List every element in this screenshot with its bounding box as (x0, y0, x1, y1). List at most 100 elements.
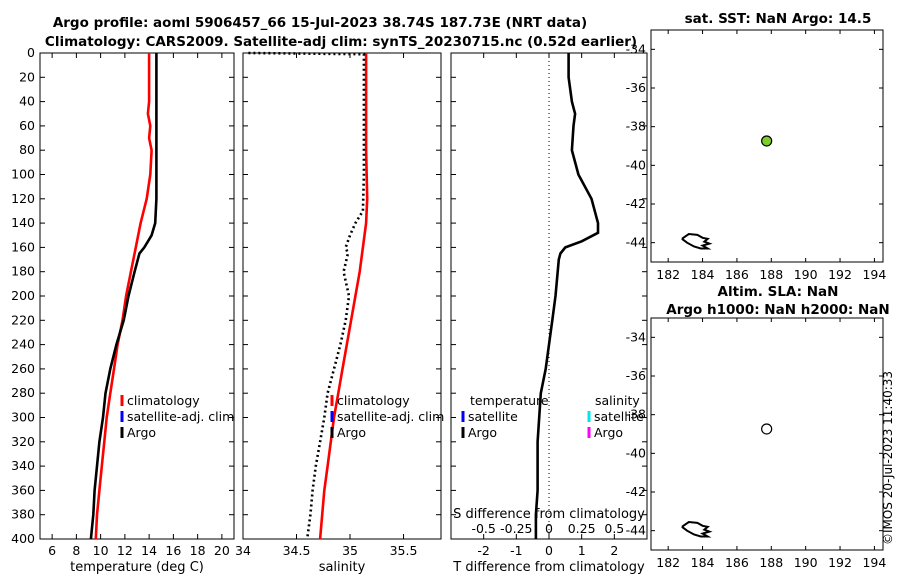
axes-frame (39, 52, 235, 540)
y-tick-label: -42 (626, 196, 646, 211)
y-tick-label: 60 (19, 118, 35, 133)
y-tick-label: -38 (626, 407, 646, 422)
x-tick-label: 34 (235, 543, 251, 558)
x-tick-label: 1 (578, 543, 586, 558)
x-tick-label: 194 (862, 267, 886, 282)
y-tick-label: 240 (11, 337, 35, 352)
x-axis-label: temperature (deg C) (70, 560, 204, 575)
axes-frame (242, 52, 442, 540)
x-tick-label: 12 (117, 543, 133, 558)
legend-label-temp-argo: Argo (468, 425, 497, 440)
x-tick-label: 2 (610, 543, 618, 558)
x-tick-label: -2 (477, 543, 489, 558)
y-tick-label: -34 (626, 329, 646, 344)
legend-title-temperature: temperature (470, 393, 549, 408)
y-tick-label: 220 (11, 312, 35, 327)
x-tick-label: 6 (48, 543, 56, 558)
legend-label-argo: Argo (337, 425, 366, 440)
y-tick-label: 80 (19, 142, 35, 157)
y-tick-label: 180 (11, 264, 35, 279)
y-tick-label: 260 (11, 361, 35, 376)
legend-label-climatology: climatology (337, 393, 410, 408)
sla-map-panel: Altim. SLA: NaN Argo h1000: NaN h2000: Na… (626, 284, 890, 570)
x-axis-label: T difference from climatology (452, 560, 645, 575)
legend-label-satellite-adj: satellite-adj. clim (337, 409, 444, 424)
sla-map-title-line1: Altim. SLA: NaN (718, 284, 839, 300)
y-tick-label: -44 (626, 523, 646, 538)
s-tick-label: -0.25 (500, 521, 532, 536)
sla-map-title-line2: Argo h1000: NaN h2000: NaN (666, 302, 889, 318)
figure-title-line2: Climatology: CARS2009. Satellite-adj cli… (45, 34, 637, 50)
y-tick-label: 160 (11, 239, 35, 254)
argo-t-difference-line (534, 53, 600, 539)
s-axis-label: S difference from climatology (453, 507, 645, 522)
y-tick-label: 20 (19, 69, 35, 84)
coastline-chatham-islands (681, 232, 713, 250)
y-tick-label: 100 (11, 167, 35, 182)
x-tick-label: 10 (93, 543, 109, 558)
y-tick-label: -42 (626, 484, 646, 499)
y-tick-label: 120 (11, 191, 35, 206)
y-tick-label: 340 (11, 458, 35, 473)
legend-label-climatology: climatology (127, 393, 200, 408)
x-tick-label: 186 (725, 267, 749, 282)
y-tick-label: 280 (11, 385, 35, 400)
y-tick-label: 140 (11, 215, 35, 230)
x-tick-label: 190 (794, 267, 818, 282)
y-tick-label: -36 (626, 368, 646, 383)
x-tick-label: 184 (691, 555, 715, 570)
timestamp-stamp: ©IMOS 20-Jul-2023 11:40:33 (881, 371, 895, 545)
s-tick-label: 0 (545, 521, 553, 536)
s-tick-label: -0.5 (471, 521, 495, 536)
y-tick-label: 0 (27, 45, 35, 60)
argo-float-marker (761, 135, 773, 147)
x-tick-label: 194 (862, 555, 886, 570)
argo-line (248, 51, 366, 540)
y-tick-label: 200 (11, 288, 35, 303)
argo-float-marker (761, 423, 773, 435)
y-tick-label: -38 (626, 119, 646, 134)
x-axis-label: salinity (319, 560, 366, 575)
temperature-panel: 6 8 10 12 14 16 18 2002040608010012014016018020… (11, 45, 235, 575)
legend-label-temp-satellite: satellite (468, 409, 518, 424)
x-tick-label: 184 (691, 267, 715, 282)
x-tick-label: 192 (828, 267, 852, 282)
coastline-chatham-islands (681, 520, 713, 538)
climatology-line (94, 53, 153, 540)
legend-title-salinity: salinity (595, 393, 640, 408)
y-tick-label: 40 (19, 94, 35, 109)
y-tick-label: 380 (11, 507, 35, 522)
legend-label-argo: Argo (127, 425, 156, 440)
x-tick-label: 8 (72, 543, 80, 558)
y-tick-label: 320 (11, 434, 35, 449)
x-tick-label: 20 (214, 543, 230, 558)
figure-title-line1: Argo profile: aoml 5906457_66 15-Jul-202… (53, 15, 587, 31)
sst-map-panel: sat. SST: NaN Argo: 14.5 -34 -36 -38 -40 -42 -… (626, 11, 887, 282)
s-tick-label: 0.25 (568, 521, 596, 536)
x-tick-label: 182 (656, 267, 680, 282)
y-tick-label: -34 (626, 41, 646, 56)
legend-label-sal-argo: Argo (594, 425, 623, 440)
x-tick-label: 190 (794, 555, 818, 570)
legend-label-sal-satellite: satellite (594, 409, 644, 424)
y-tick-label: -36 (626, 80, 646, 95)
x-tick-label: 192 (828, 555, 852, 570)
legend-label-satellite-adj: satellite-adj. clim (127, 409, 234, 424)
x-tick-label: 34.5 (283, 543, 311, 558)
salinity-panel: 34 34.5 35 35.5 salinity climatologysatellite… (235, 51, 444, 575)
difference-panel: -2 -1 0 1 2 T difference from climatology S di… (450, 52, 648, 575)
s-tick-label: 0.5 (604, 521, 624, 536)
x-tick-label: 0 (545, 543, 553, 558)
x-tick-label: 35 (342, 543, 358, 558)
x-tick-label: 188 (759, 267, 783, 282)
y-tick-label: 360 (11, 482, 35, 497)
x-tick-label: 14 (141, 543, 157, 558)
climatology-line (318, 53, 369, 540)
x-tick-label: 16 (165, 543, 181, 558)
x-tick-label: 182 (656, 555, 680, 570)
x-tick-label: 188 (759, 555, 783, 570)
x-tick-label: -1 (510, 543, 522, 558)
x-tick-label: 186 (725, 555, 749, 570)
sst-map-title: sat. SST: NaN Argo: 14.5 (685, 11, 872, 27)
